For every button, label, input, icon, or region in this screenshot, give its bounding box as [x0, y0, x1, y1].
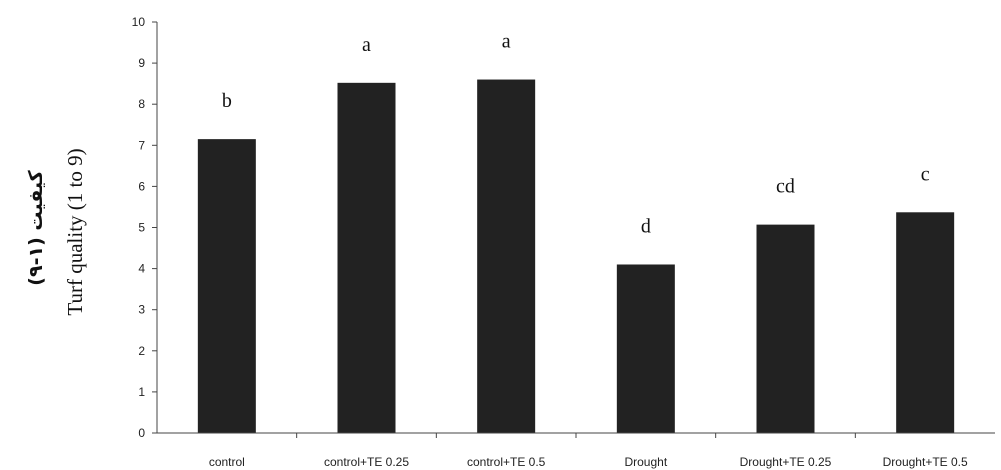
- x-axis: control control+TE 0.25 control+TE 0.5 Drou…: [157, 432, 995, 469]
- bar: [337, 82, 396, 433]
- y-axis: 0 1 2 3 4 5 6 7 8 9 10: [132, 15, 158, 440]
- y-tick-label: 1: [138, 385, 145, 399]
- significance-letter: a: [502, 31, 511, 53]
- bar: [477, 79, 536, 433]
- y-axis-label-fa: کیفیت (۱-۹): [25, 169, 47, 285]
- bar: [197, 139, 256, 433]
- bars: [197, 79, 955, 433]
- x-tick-label: Drought+TE 0.5: [883, 455, 968, 469]
- y-tick-label: 8: [138, 97, 145, 111]
- y-axis-title: Turf quality (1 to 9) کیفیت (۱-۹): [25, 148, 87, 315]
- y-tick-label: 2: [138, 344, 145, 358]
- bar: [616, 264, 675, 433]
- y-axis-label: Turf quality (1 to 9): [63, 148, 87, 315]
- y-tick-label: 9: [138, 56, 145, 70]
- y-tick-label: 0: [138, 426, 145, 440]
- significance-letter: b: [222, 90, 232, 112]
- x-tick-label: control+TE 0.5: [467, 455, 546, 469]
- bar: [756, 224, 815, 433]
- y-tick-label: 7: [138, 138, 145, 152]
- x-tick-label: control+TE 0.25: [324, 455, 409, 469]
- y-tick-label: 4: [138, 262, 145, 276]
- significance-letter: cd: [776, 176, 795, 198]
- y-tick-label: 6: [138, 179, 145, 193]
- x-tick-label: Drought+TE 0.25: [740, 455, 832, 469]
- y-tick-label: 3: [138, 303, 145, 317]
- significance-letter: d: [641, 215, 651, 237]
- y-tick-label: 5: [138, 221, 145, 235]
- significance-letter: c: [921, 163, 930, 185]
- x-tick-label: Drought: [624, 455, 667, 469]
- y-tick-label: 10: [132, 15, 146, 29]
- x-tick-label: control: [209, 455, 245, 469]
- significance-letters: b a a d cd c: [222, 31, 930, 238]
- significance-letter: a: [362, 34, 371, 56]
- bar: [896, 212, 955, 433]
